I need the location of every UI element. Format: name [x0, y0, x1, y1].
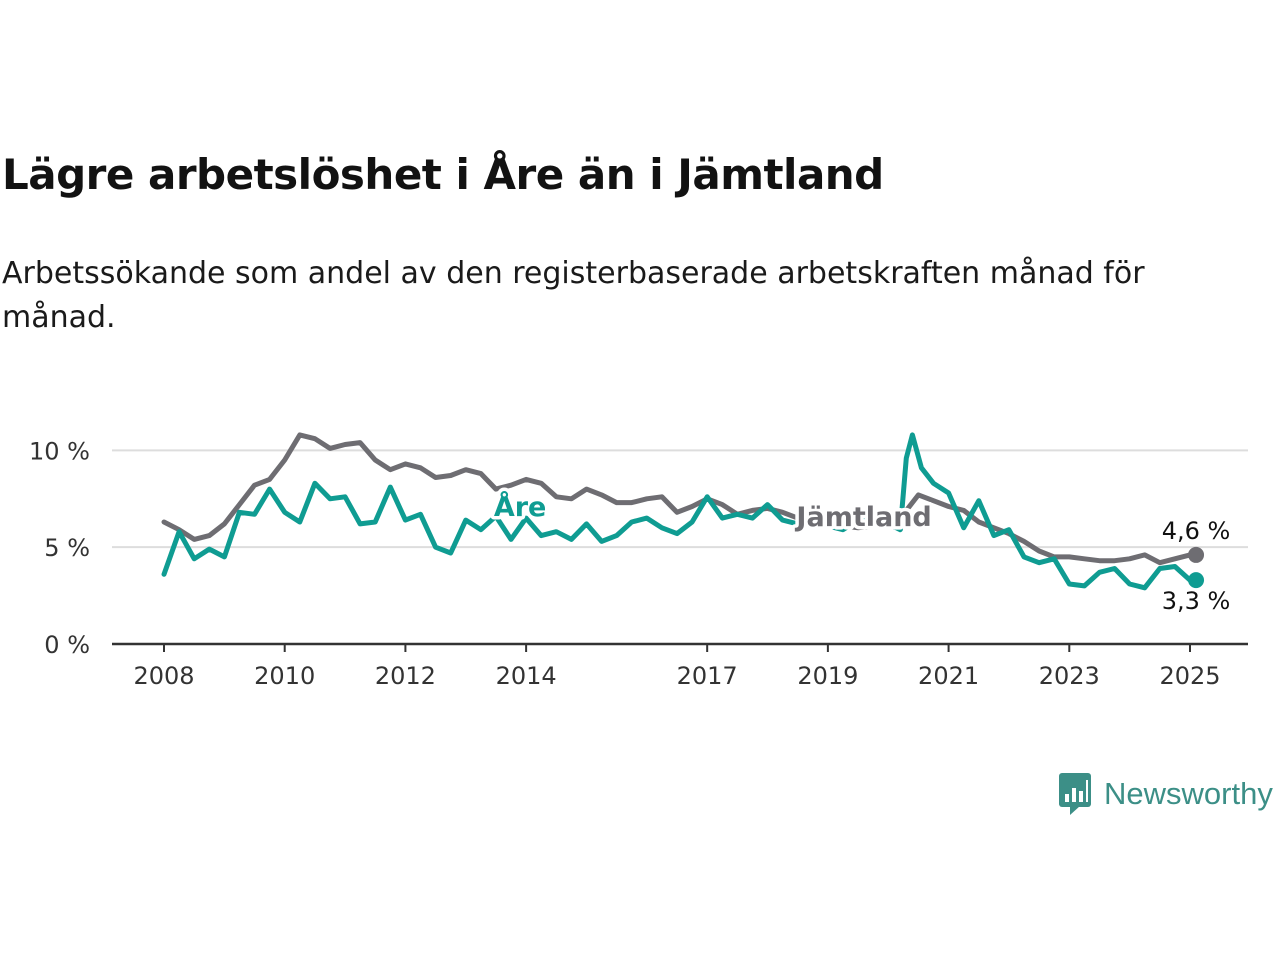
x-tick-label: 2008 [133, 662, 194, 690]
end-point-are [1188, 572, 1205, 589]
chart-title: Lägre arbetslöshet i Åre än i Jämtland [2, 150, 884, 199]
x-tick-label: 2012 [375, 662, 436, 690]
series-line-are [161, 432, 1199, 591]
end-value-label-jamtland: 4,6 % [1162, 517, 1231, 545]
series-line-jamtland [161, 432, 1199, 566]
y-tick-label: 10 % [29, 437, 90, 465]
y-tick-label: 0 % [44, 631, 90, 659]
end-point-jamtland [1188, 546, 1205, 563]
brand-name: Newsworthy [1104, 776, 1273, 811]
x-tick-label: 2023 [1039, 662, 1100, 690]
x-tick-label: 2021 [918, 662, 979, 690]
x-tick-label: 2017 [677, 662, 738, 690]
x-tick-label: 2010 [254, 662, 315, 690]
series-label-jamtland: Jämtland [794, 502, 931, 533]
x-tick-label: 2014 [496, 662, 557, 690]
y-tick-label: 5 % [44, 534, 90, 562]
line-chart: 0 % 5 % 10 % 2008 2010 2012 2014 2017 2019 2021 20… [29, 432, 1248, 690]
newsworthy-logo[interactable]: Newsworthy [1058, 772, 1273, 816]
chart-subtitle: Arbetssökande som andel av den registerb… [2, 256, 1145, 335]
newsworthy-logo-icon [1059, 773, 1091, 815]
x-tick-label: 2025 [1159, 662, 1220, 690]
x-tick-label: 2019 [797, 662, 858, 690]
end-value-label-are: 3,3 % [1162, 587, 1231, 615]
series-label-are: Åre [494, 491, 547, 523]
